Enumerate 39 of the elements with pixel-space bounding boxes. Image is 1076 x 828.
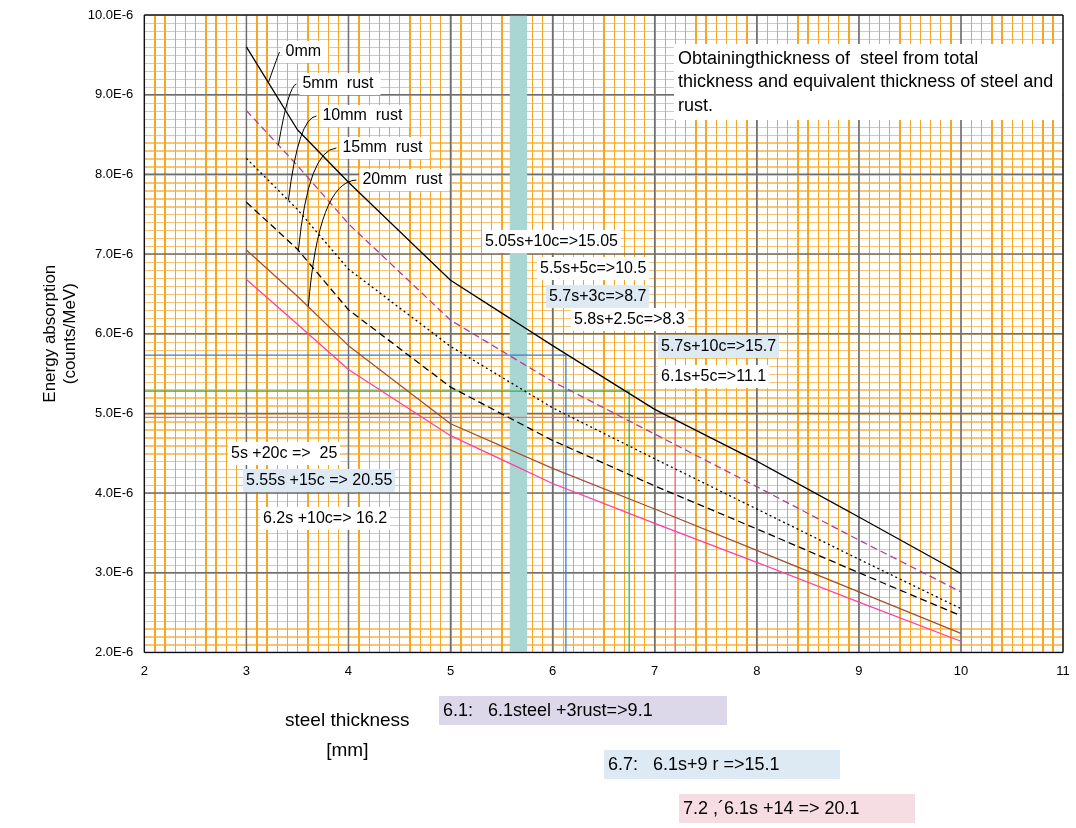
text: 20mm rust [362,170,443,188]
y-tick-label: 6.0E-6 [95,325,134,341]
y-tick-label: 7.0E-6 [95,245,134,261]
y-tick-label: 3.0E-6 [95,564,134,580]
y-axis-title: Energy absorption (counts/MeV) [39,264,80,403]
annotation: 6.2s +10c=> 16.2 [260,507,391,530]
y-tick-label: 5.0E-6 [95,404,134,420]
x-tick-label: 6 [549,662,557,678]
x-tick-label: 9 [855,662,863,678]
annotation: Obtainingthickness of steel from total thickness and equivalent thickness of steel and rust. [674,44,1062,121]
x-tick-label: 2 [140,662,148,678]
x-tick-label: 5 [446,662,455,678]
annotation: 5s +20c => 25 [228,442,341,465]
x-tick-label: 4 [344,662,353,678]
y-tick-label: 10.0E-6 [87,6,134,22]
y-tick-label: 4.0E-6 [95,484,134,500]
annotation: 6.1s+5c=>11.1 [658,365,770,388]
text: 10mm rust [322,106,403,124]
annotation: 5.05s+10c=>15.05 [482,230,622,253]
x-tick-label: 11 [1056,662,1070,678]
text: 6.7: 6.1s+9 r =>15.1 [604,750,840,780]
y-tick-label: 2.0E-6 [95,643,134,659]
x-axis-title: steel thickness [mm] [285,708,410,763]
x-tick-label: 8 [753,662,761,678]
text: 5mm rust [302,74,375,92]
series-label: 0mm [285,42,322,60]
y-tick-label: 9.0E-6 [95,86,134,102]
text: 7.2 ,´6.1s +14 => 20.1 [679,794,915,824]
annotation: 5.5s+5c=>10.5 [537,257,650,280]
x-tick-label: 7 [651,662,659,678]
text: 15mm rust [342,138,423,156]
x-tick-label: 10 [953,662,969,678]
y-tick-label: 8.0E-6 [95,165,134,181]
annotation: 5.7s+3c=>8.7 [546,285,650,308]
x-tick-label: 3 [242,662,251,678]
annotation: 5.7s+10c=>15.7 [658,335,780,358]
text: 6.1: 6.1steel +3rust=>9.1 [439,696,727,726]
annotation: 5.8s+2.5c=>8.3 [571,308,688,331]
annotation: 5.55s +15c => 20.55 [243,469,396,492]
